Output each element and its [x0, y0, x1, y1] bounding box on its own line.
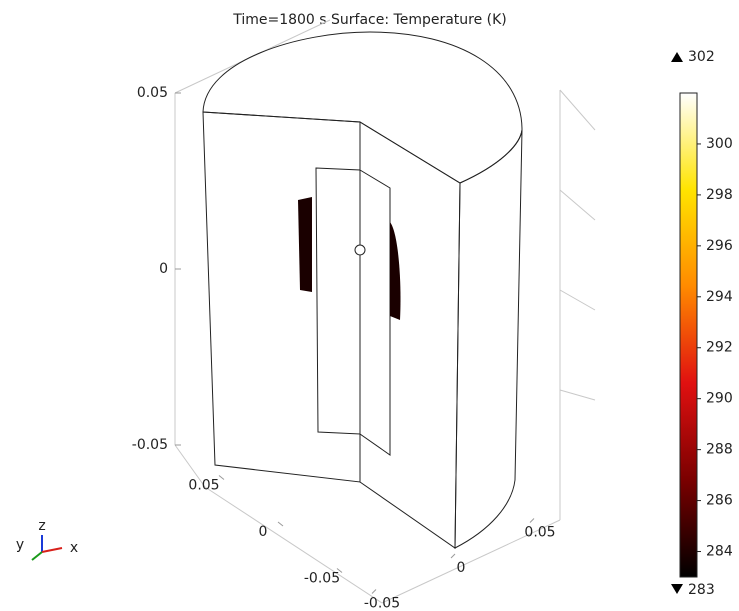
z-tick-label: 0 — [159, 261, 168, 277]
colorbar-tick-label: 294 — [706, 289, 733, 305]
colorbar-tick-label: 290 — [706, 391, 733, 407]
colorbar-tick-label: 300 — [706, 136, 733, 152]
box-grid — [174, 19, 596, 604]
outer-surface — [454, 129, 523, 549]
x-tick — [450, 553, 456, 559]
y-tick-label: 0 — [259, 524, 268, 540]
x-tick — [529, 518, 535, 523]
cut-face-left — [202, 111, 361, 483]
cylinder — [202, 31, 523, 549]
colorbar — [679, 92, 698, 578]
x-tick-label: 0.05 — [524, 525, 555, 541]
y-tick — [277, 521, 284, 527]
max-label: 302 — [688, 49, 715, 65]
min-marker — [671, 584, 683, 594]
colorbar-tick-label: 286 — [706, 493, 733, 509]
z-tick-label: 0.05 — [137, 85, 168, 101]
x-tick-label: 0 — [457, 560, 466, 576]
max-marker — [671, 52, 683, 62]
heater-left — [315, 167, 361, 435]
axis-triad: z x y — [16, 518, 78, 561]
top-face — [202, 31, 523, 184]
heater-right — [359, 169, 391, 456]
colorbar-tick-label: 296 — [706, 238, 733, 254]
colorbar-tick-label: 292 — [706, 340, 733, 356]
y-tick-label: 0.05 — [188, 478, 219, 494]
y-tick — [336, 568, 343, 573]
cold-band — [390, 222, 401, 320]
cut-face-right — [359, 121, 461, 549]
probe-point — [354, 244, 366, 256]
triad-label: x — [70, 540, 78, 556]
colorbar-tick-label: 284 — [706, 544, 733, 560]
y-tick — [218, 475, 225, 480]
x-tick-label: -0.05 — [364, 596, 400, 611]
y-tick-label: -0.05 — [304, 571, 340, 587]
colorbar-tick-label: 298 — [706, 187, 733, 203]
min-label: 283 — [688, 582, 715, 598]
x-tick — [371, 589, 377, 594]
colorbar-tick-label: 288 — [706, 442, 733, 458]
cold-band — [298, 197, 312, 292]
axis-ticks: 0.10.050-0.05-0.10.050-0.050.050-0.05 — [132, 85, 556, 611]
triad-label: z — [38, 518, 45, 534]
plot-title: Time=1800 s Surface: Temperature (K) — [232, 12, 507, 28]
triad-label: y — [16, 537, 24, 553]
z-tick-label: -0.05 — [132, 437, 168, 453]
